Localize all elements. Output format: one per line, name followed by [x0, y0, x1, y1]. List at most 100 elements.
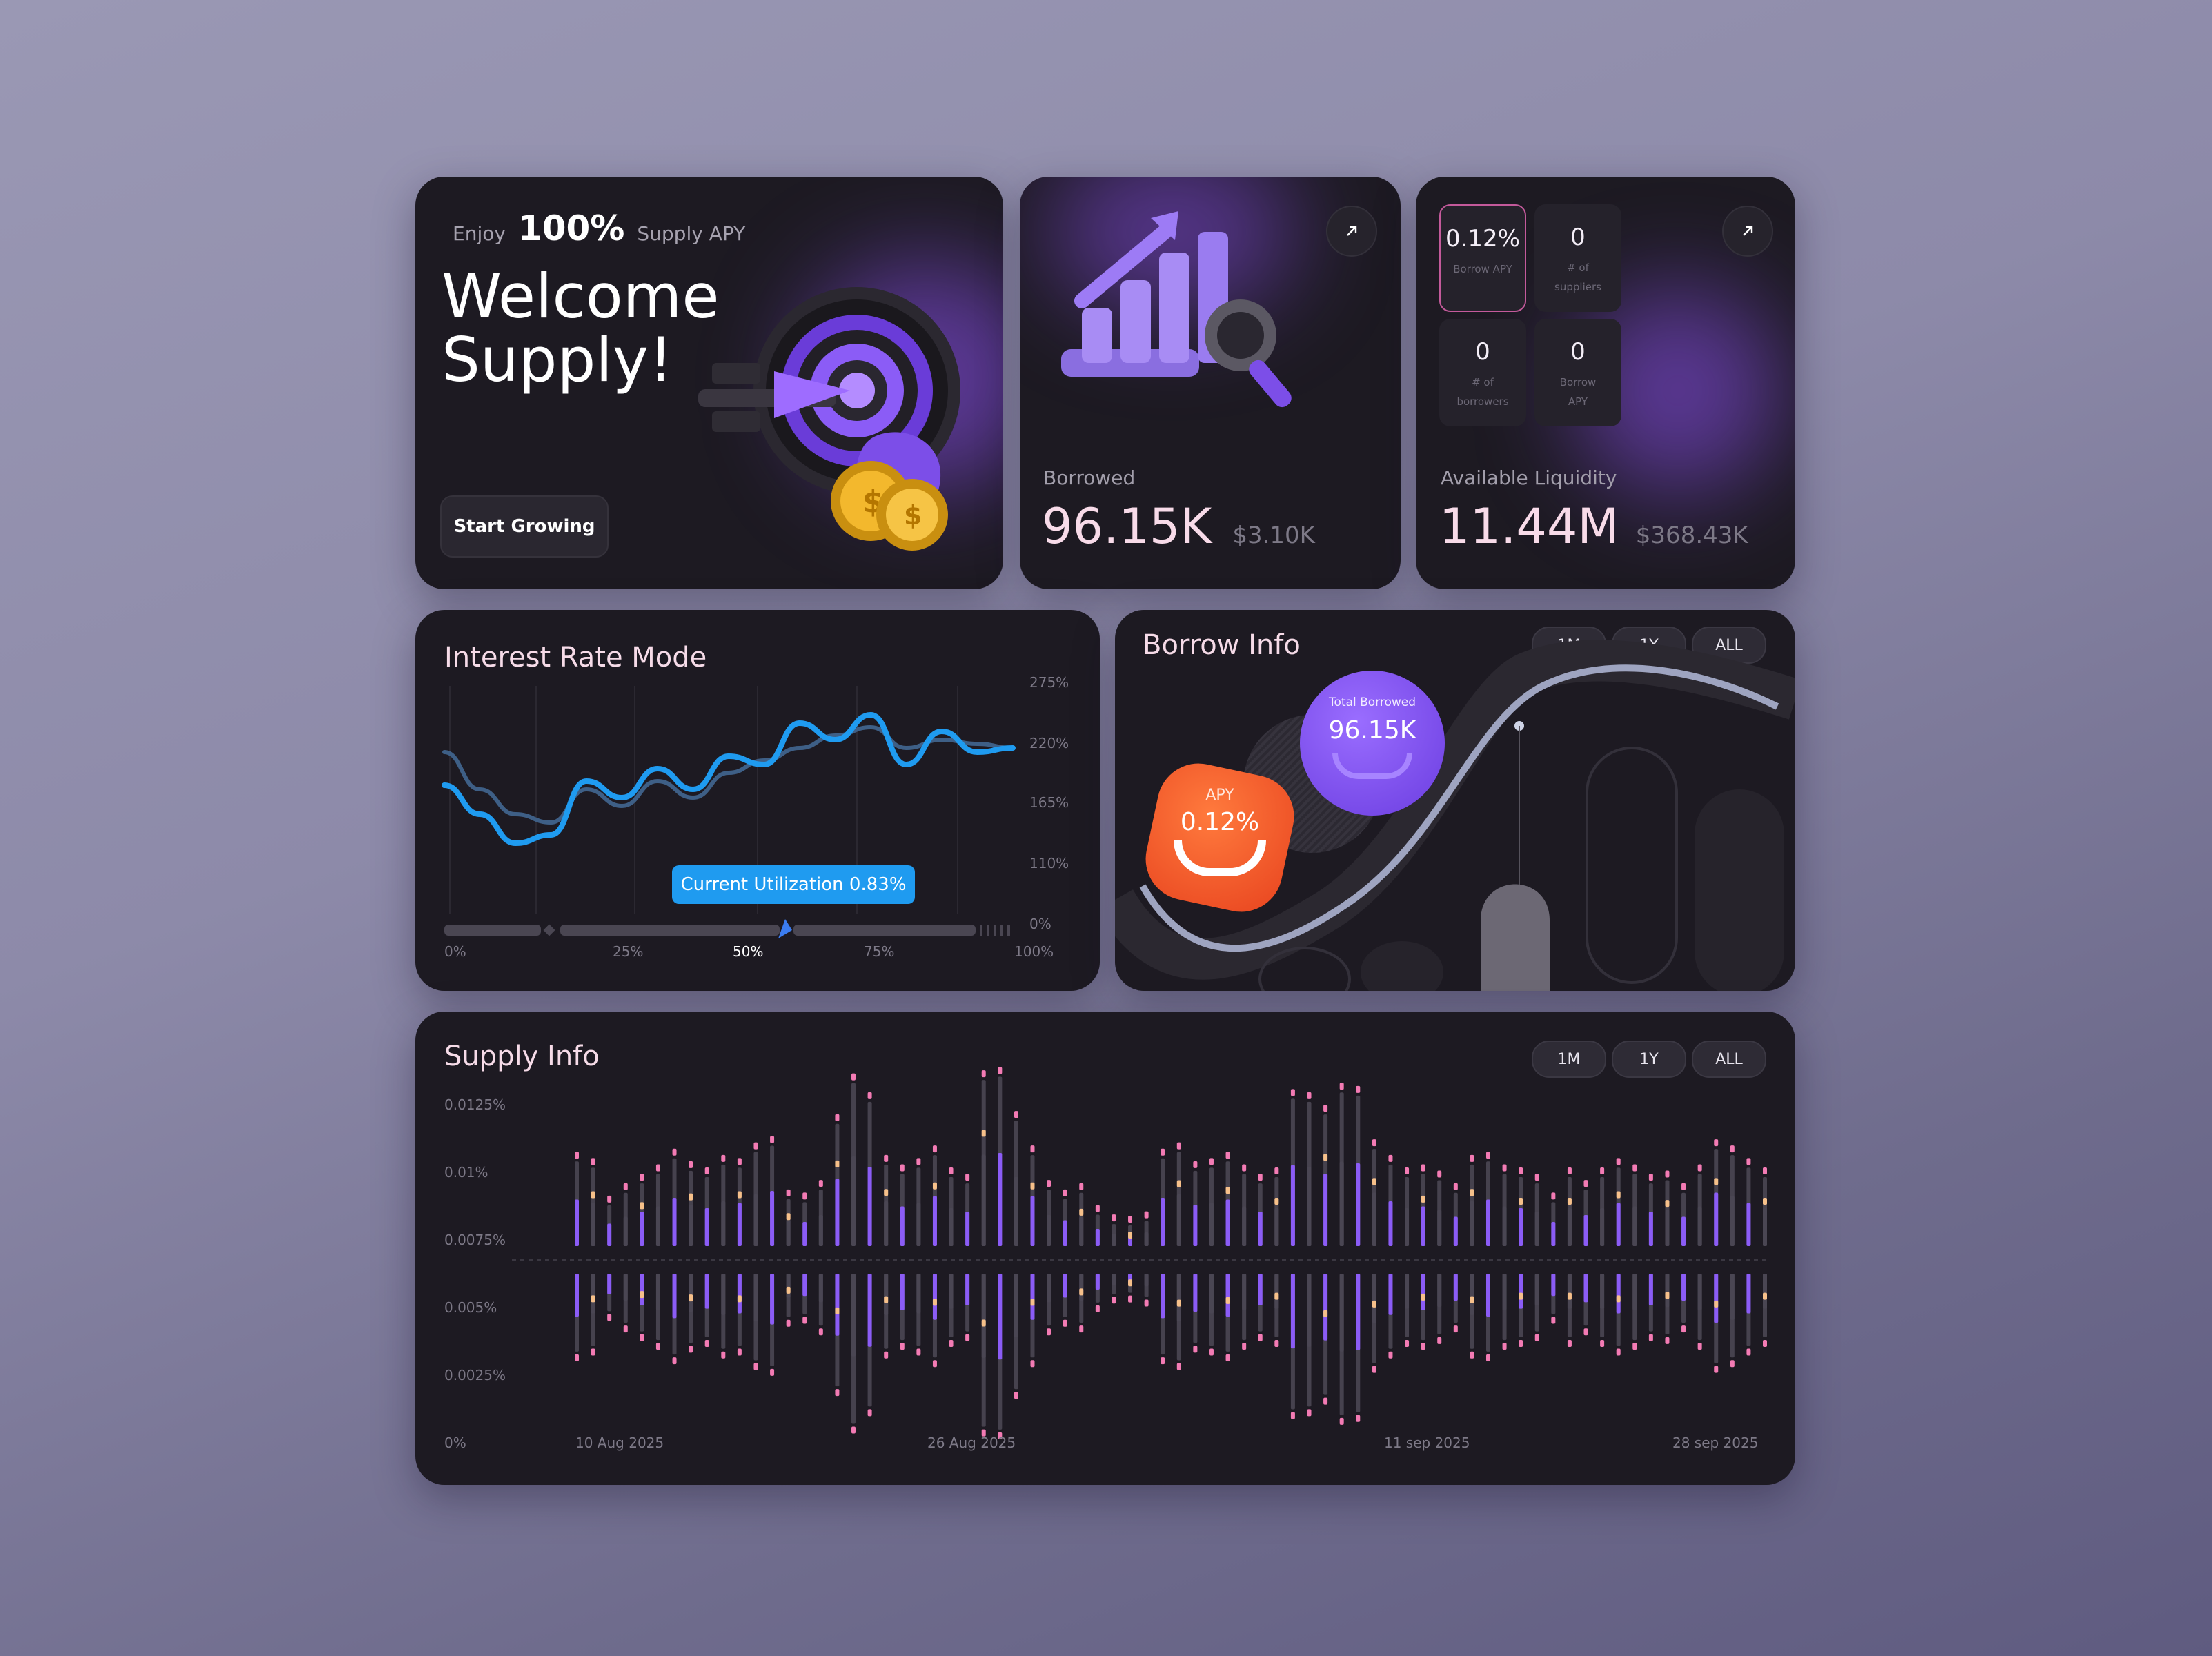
liquidity-label: Available Liquidity — [1441, 466, 1617, 489]
supply-bar-bottom-fill — [1095, 1274, 1100, 1290]
supply-bar-top-fill — [802, 1222, 807, 1246]
supply-bar-cap — [1681, 1325, 1686, 1333]
supply-bar-top-fill — [1470, 1201, 1474, 1246]
supply-bar-cap — [802, 1317, 807, 1324]
range-1y-button[interactable]: 1Y — [1612, 1041, 1686, 1078]
x-tick-label: 28 sep 2025 — [1672, 1435, 1758, 1451]
supply-bar-marker — [1323, 1310, 1328, 1317]
supply-bar-cap — [867, 1092, 872, 1099]
borrowed-label: Borrowed — [1043, 466, 1136, 489]
supply-bar-marker — [1665, 1200, 1670, 1208]
supply-bar-cap — [655, 1164, 660, 1172]
supply-bar-top-fill — [1534, 1212, 1539, 1246]
start-growing-button[interactable]: Start Growing — [440, 495, 609, 558]
slider-handle-icon[interactable] — [778, 919, 792, 938]
supply-bar-cap — [1697, 1164, 1702, 1172]
supply-bar-cap — [1502, 1343, 1507, 1350]
supply-bar-cap — [1485, 1354, 1490, 1361]
supply-bar-cap — [1372, 1366, 1376, 1373]
supply-bar-bottom-fill — [835, 1274, 840, 1336]
supply-bar-cap — [1063, 1319, 1067, 1327]
supply-bar-bottom-fill — [1600, 1274, 1605, 1309]
supply-bar-top-fill — [1632, 1206, 1637, 1246]
supply-bar-top-fill — [1437, 1210, 1442, 1246]
supply-bar-marker — [1421, 1195, 1425, 1203]
supply-bar-cap — [1323, 1105, 1328, 1112]
supply-bar-bottom-fill — [1323, 1274, 1328, 1341]
supply-bar-top-fill — [949, 1208, 954, 1246]
svg-text:$: $ — [904, 500, 922, 531]
supply-bar-cap — [965, 1174, 970, 1181]
supply-bar-bottom-fill — [575, 1274, 579, 1317]
supply-bar-marker — [835, 1307, 840, 1314]
interest-rate-card: Interest Rate Mode 275% 220% 165% 110% 0% 0%… — [415, 610, 1100, 991]
supply-bar-bottom-fill — [998, 1274, 1003, 1360]
supply-bar-cap — [575, 1152, 579, 1159]
supply-bar-cap — [1030, 1360, 1035, 1368]
supply-bar-marker — [689, 1294, 693, 1302]
supply-bar-top-fill — [916, 1203, 921, 1246]
supply-bar-cap — [916, 1158, 921, 1165]
supply-bar-cap — [1128, 1295, 1133, 1303]
supply-bar-cap — [1290, 1412, 1295, 1419]
supply-bar-cap — [1600, 1167, 1605, 1174]
supply-bar-cap — [1339, 1083, 1344, 1090]
supply-bar-cap — [1242, 1164, 1247, 1172]
supply-bar-cap — [1551, 1192, 1556, 1200]
range-all-button[interactable]: ALL — [1692, 1041, 1766, 1078]
x-tick-label: 10 Aug 2025 — [575, 1435, 664, 1451]
supply-bar-cap — [1502, 1164, 1507, 1172]
x-tick-label: 75% — [864, 943, 894, 960]
supply-bar-marker — [1470, 1296, 1474, 1303]
borrow-info-card: Borrow Info 1M 1Y ALL Total Borrowed 96.… — [1115, 610, 1795, 991]
range-1m-button[interactable]: 1M — [1532, 1041, 1606, 1078]
supply-bar-cap — [623, 1325, 628, 1333]
supply-bar-marker — [981, 1319, 986, 1327]
stat-suppliers: 0 # of suppliers — [1534, 204, 1621, 312]
supply-bar-cap — [1437, 1337, 1442, 1344]
borrowed-expand-button[interactable] — [1326, 206, 1377, 257]
supply-bar-marker — [1176, 1180, 1181, 1187]
y-tick-label: 275% — [1029, 674, 1069, 691]
supply-bar-bottom-fill — [1746, 1274, 1751, 1314]
supply-bar-bottom-fill — [753, 1274, 758, 1321]
supply-bar-top-fill — [655, 1206, 660, 1246]
supply-bar-top-fill — [753, 1194, 758, 1246]
supply-bar-bottom-fill — [607, 1274, 612, 1294]
total-borrowed-value: 96.15K — [1328, 716, 1416, 745]
supply-bar-cap — [900, 1343, 905, 1350]
supply-bar-cap — [737, 1348, 742, 1356]
x-tick-label: 26 Aug 2025 — [927, 1435, 1016, 1451]
supply-bar-top-fill — [1258, 1212, 1263, 1246]
y-tick-label: 220% — [1029, 735, 1069, 751]
supply-bar-cap — [1225, 1354, 1230, 1361]
supply-bar-marker — [1616, 1191, 1621, 1199]
supply-bar-cap — [591, 1348, 595, 1356]
supply-bar-top-fill — [1421, 1206, 1425, 1246]
supply-bar-cap — [998, 1067, 1003, 1074]
borrow-info-title: Borrow Info — [1143, 629, 1301, 661]
supply-bar-top-fill — [1567, 1208, 1572, 1246]
supply-bar-bottom-fill — [1714, 1274, 1719, 1323]
supply-bar-marker — [1079, 1288, 1084, 1296]
liquidity-expand-button[interactable] — [1722, 206, 1773, 257]
supply-bar-bottom-fill — [1730, 1274, 1735, 1320]
supply-bar-bottom-fill — [1063, 1274, 1067, 1298]
supply-bar-cap — [1648, 1334, 1653, 1341]
supply-bar-bottom-fill — [1176, 1274, 1181, 1321]
supply-bar-cap — [1014, 1111, 1018, 1118]
supply-bar-cap — [1616, 1158, 1621, 1165]
supply-bar-bottom-fill — [1648, 1274, 1653, 1305]
supply-bar-top-fill — [1648, 1212, 1653, 1246]
supply-bar-cap — [884, 1154, 889, 1162]
supply-bar-cap — [818, 1180, 823, 1187]
interest-rate-chart: 275% 220% 165% 110% 0% 0% 25% 50% 75% 100% — [442, 674, 1069, 960]
stat-borrow-apy-2: 0 Borrow APY — [1534, 319, 1621, 426]
supply-bar-cap — [1534, 1174, 1539, 1181]
supply-bar-top-fill — [1290, 1165, 1295, 1246]
supply-bar-top-fill — [1030, 1196, 1035, 1246]
supply-bar-marker — [1470, 1189, 1474, 1196]
y-tick-label: 0.0025% — [444, 1367, 506, 1383]
supply-bar-top-fill — [1551, 1222, 1556, 1246]
supply-bar-cap — [1714, 1139, 1719, 1147]
